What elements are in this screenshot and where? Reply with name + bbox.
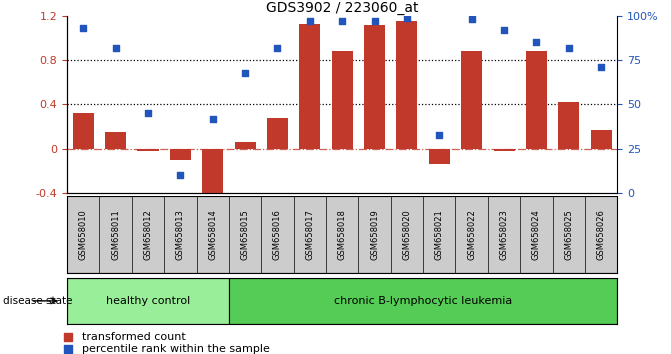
Bar <box>105 132 126 149</box>
Bar <box>494 149 515 151</box>
Bar <box>397 22 417 149</box>
Bar <box>590 130 612 149</box>
Text: GSM658021: GSM658021 <box>435 209 444 260</box>
Point <box>531 40 541 45</box>
Bar <box>235 142 256 149</box>
Point <box>466 17 477 22</box>
Bar <box>67 278 229 324</box>
Text: chronic B-lymphocytic leukemia: chronic B-lymphocytic leukemia <box>334 296 512 306</box>
Bar <box>299 24 320 149</box>
Text: disease state: disease state <box>3 296 73 306</box>
Point <box>596 64 607 70</box>
Bar <box>72 113 94 149</box>
Text: GSM658012: GSM658012 <box>144 209 152 260</box>
Text: GSM658015: GSM658015 <box>241 209 250 260</box>
Point <box>175 172 186 178</box>
Point <box>272 45 283 51</box>
Bar <box>364 25 385 149</box>
Title: GDS3902 / 223060_at: GDS3902 / 223060_at <box>266 1 419 15</box>
Point <box>401 15 412 21</box>
Text: transformed count: transformed count <box>82 332 186 342</box>
Text: GSM658011: GSM658011 <box>111 209 120 260</box>
Bar <box>558 102 579 149</box>
Text: percentile rank within the sample: percentile rank within the sample <box>82 344 270 354</box>
Text: healthy control: healthy control <box>106 296 190 306</box>
Point <box>207 116 218 121</box>
Bar <box>461 51 482 149</box>
Text: GSM658019: GSM658019 <box>370 209 379 260</box>
Bar <box>429 149 450 164</box>
Text: GSM658023: GSM658023 <box>499 209 509 260</box>
Point <box>564 45 574 51</box>
Bar <box>526 51 547 149</box>
Point <box>78 25 89 31</box>
Point <box>62 346 73 352</box>
Text: GSM658010: GSM658010 <box>79 209 88 260</box>
Text: GSM658017: GSM658017 <box>305 209 314 260</box>
Point <box>434 132 445 137</box>
Bar <box>202 149 223 201</box>
Text: GSM658026: GSM658026 <box>597 209 606 260</box>
Bar <box>331 51 353 149</box>
Point <box>143 110 154 116</box>
Point <box>305 18 315 24</box>
Text: GSM658018: GSM658018 <box>338 209 347 260</box>
Text: GSM658025: GSM658025 <box>564 209 573 260</box>
Bar <box>138 149 158 151</box>
Text: GSM658013: GSM658013 <box>176 209 185 260</box>
Point <box>499 27 509 33</box>
Point <box>337 18 348 24</box>
Bar <box>229 278 617 324</box>
Bar <box>170 149 191 160</box>
Text: GSM658024: GSM658024 <box>532 209 541 260</box>
Text: GSM658022: GSM658022 <box>467 209 476 260</box>
Point <box>62 334 73 339</box>
Point <box>369 18 380 24</box>
Point <box>240 70 250 75</box>
Text: GSM658016: GSM658016 <box>273 209 282 260</box>
Text: GSM658020: GSM658020 <box>403 209 411 260</box>
Point <box>110 45 121 51</box>
Text: GSM658014: GSM658014 <box>208 209 217 260</box>
Bar <box>267 118 288 149</box>
